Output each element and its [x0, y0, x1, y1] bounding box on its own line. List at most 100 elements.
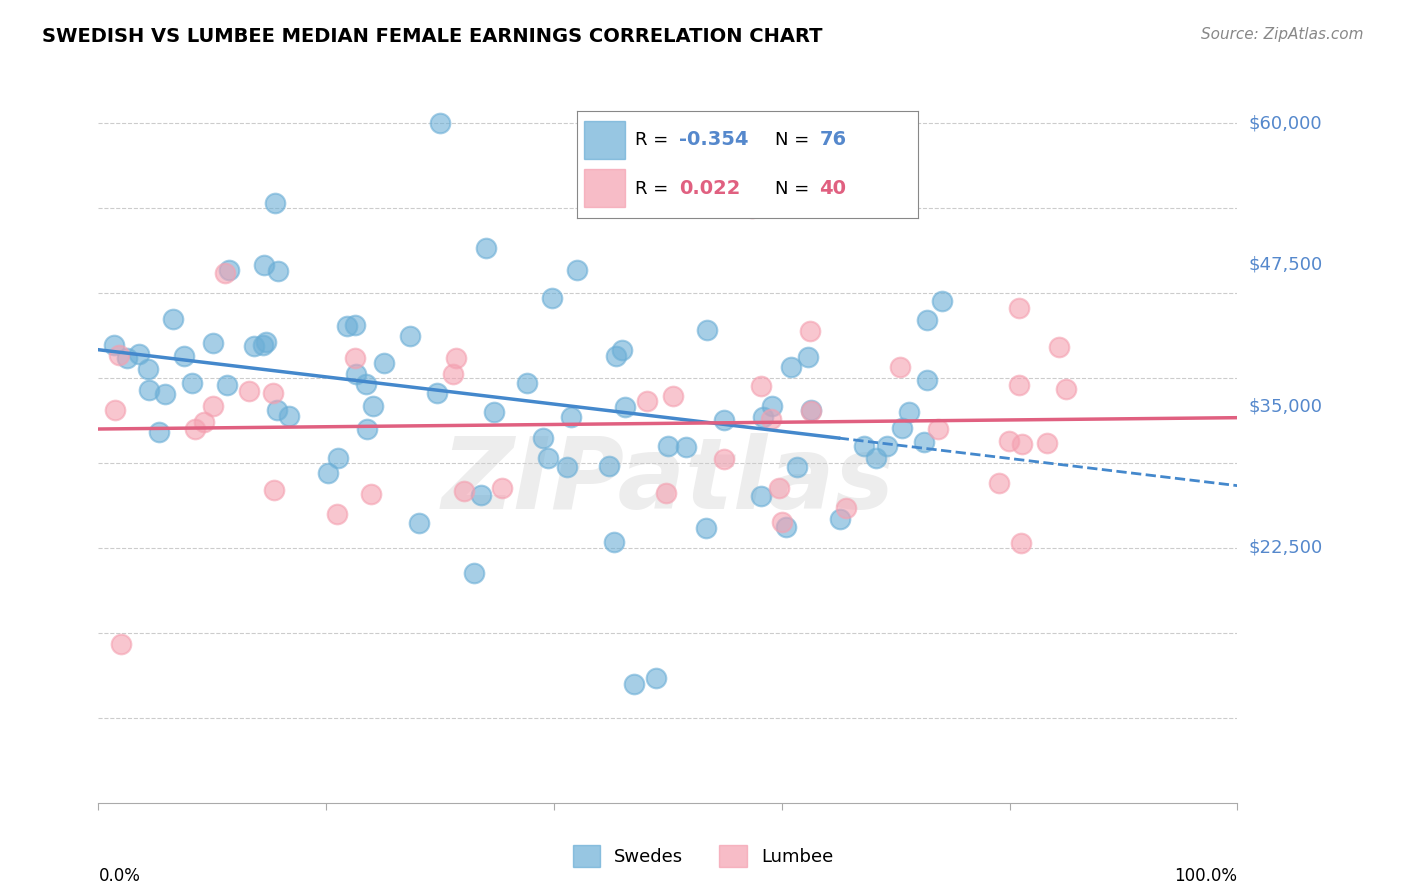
Swedes — [242, 339, 264, 353]
Swedes — [426, 385, 449, 400]
Swedes — [780, 359, 803, 374]
Swedes — [876, 439, 898, 453]
Swedes — [354, 377, 377, 392]
Swedes — [752, 410, 775, 425]
Swedes — [828, 512, 851, 526]
Lumbee — [889, 359, 911, 374]
Swedes — [598, 458, 620, 473]
Swedes — [800, 403, 823, 417]
Swedes — [695, 520, 717, 534]
Text: ZIPatlas: ZIPatlas — [441, 434, 894, 530]
Lumbee — [453, 484, 475, 499]
Swedes — [761, 399, 783, 413]
Swedes — [153, 386, 176, 401]
Swedes — [898, 404, 921, 418]
Swedes — [328, 450, 350, 465]
Swedes — [136, 361, 159, 376]
Lumbee — [1008, 301, 1031, 315]
Swedes — [399, 329, 422, 343]
Swedes — [470, 488, 492, 502]
Swedes — [356, 422, 378, 436]
Lumbee — [741, 201, 763, 215]
Lumbee — [104, 402, 127, 417]
Swedes — [614, 400, 637, 414]
Swedes — [749, 489, 772, 503]
Swedes — [915, 373, 938, 387]
Swedes — [264, 196, 287, 211]
Lumbee — [326, 507, 349, 521]
Lumbee — [749, 379, 772, 393]
Swedes — [713, 413, 735, 427]
Swedes — [429, 116, 451, 130]
Lumbee — [759, 411, 782, 425]
Swedes — [602, 534, 624, 549]
Lumbee — [263, 483, 285, 498]
Text: SWEDISH VS LUMBEE MEDIAN FEMALE EARNINGS CORRELATION CHART: SWEDISH VS LUMBEE MEDIAN FEMALE EARNINGS… — [42, 27, 823, 45]
Swedes — [565, 263, 588, 277]
Swedes — [277, 409, 299, 424]
Swedes — [344, 318, 367, 332]
Lumbee — [1010, 536, 1032, 550]
Text: Source: ZipAtlas.com: Source: ZipAtlas.com — [1201, 27, 1364, 42]
Swedes — [474, 241, 496, 255]
Swedes — [696, 323, 718, 337]
Swedes — [482, 405, 505, 419]
Swedes — [931, 294, 953, 309]
Swedes — [555, 460, 578, 475]
Swedes — [361, 399, 384, 413]
Lumbee — [360, 487, 382, 501]
Text: 100.0%: 100.0% — [1174, 867, 1237, 885]
Swedes — [675, 440, 697, 454]
Lumbee — [444, 351, 467, 366]
Swedes — [775, 520, 797, 534]
Swedes — [852, 439, 875, 453]
Lumbee — [238, 384, 260, 398]
Swedes — [217, 378, 239, 392]
Swedes — [335, 318, 357, 333]
Lumbee — [343, 351, 366, 365]
Text: 0.0%: 0.0% — [98, 867, 141, 885]
Swedes — [408, 516, 430, 530]
Lumbee — [214, 266, 236, 280]
Swedes — [645, 671, 668, 685]
Lumbee — [713, 451, 735, 466]
Lumbee — [655, 486, 678, 500]
Swedes — [797, 350, 820, 364]
Text: $22,500: $22,500 — [1249, 539, 1323, 557]
Swedes — [173, 349, 195, 363]
Swedes — [316, 467, 339, 481]
Swedes — [115, 351, 138, 365]
Text: $47,500: $47,500 — [1249, 256, 1323, 274]
Swedes — [266, 402, 288, 417]
Swedes — [531, 431, 554, 445]
Lumbee — [1047, 340, 1070, 354]
Lumbee — [998, 434, 1021, 448]
Swedes — [267, 264, 290, 278]
Swedes — [605, 349, 627, 363]
Lumbee — [800, 404, 823, 418]
Lumbee — [1056, 383, 1078, 397]
Swedes — [138, 383, 160, 397]
Swedes — [201, 336, 224, 351]
Swedes — [463, 566, 485, 580]
Swedes — [148, 425, 170, 439]
Swedes — [537, 450, 560, 465]
Swedes — [610, 343, 633, 357]
Swedes — [103, 338, 125, 352]
Lumbee — [927, 422, 949, 436]
Lumbee — [661, 389, 683, 403]
Swedes — [912, 434, 935, 449]
Swedes — [181, 376, 204, 391]
Lumbee — [799, 325, 821, 339]
Lumbee — [834, 501, 856, 516]
Legend: Swedes, Lumbee: Swedes, Lumbee — [565, 838, 841, 874]
Swedes — [725, 184, 748, 198]
Lumbee — [443, 367, 465, 381]
Swedes — [560, 410, 582, 425]
Swedes — [128, 347, 150, 361]
Lumbee — [184, 422, 207, 436]
Swedes — [253, 258, 276, 272]
Lumbee — [108, 348, 131, 362]
Lumbee — [988, 476, 1011, 491]
Swedes — [915, 313, 938, 327]
